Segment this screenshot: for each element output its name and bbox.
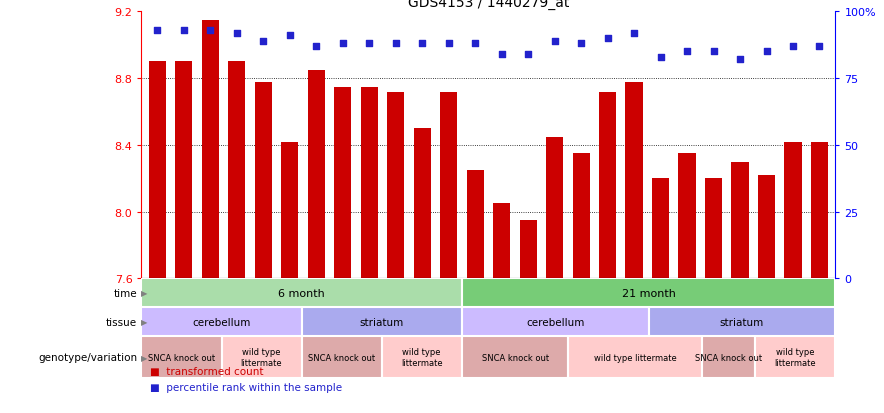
Point xyxy=(389,41,403,47)
Point xyxy=(733,57,747,64)
Point xyxy=(362,41,377,47)
Bar xyxy=(811,142,828,279)
Text: SNCA knock out: SNCA knock out xyxy=(148,353,215,362)
Bar xyxy=(649,308,835,337)
Bar xyxy=(382,337,461,378)
Point xyxy=(283,33,297,40)
Text: ▶: ▶ xyxy=(141,353,147,362)
Bar xyxy=(493,204,510,279)
Bar xyxy=(705,179,722,279)
Bar xyxy=(467,171,484,279)
Text: ■  transformed count: ■ transformed count xyxy=(150,366,263,376)
Bar xyxy=(784,142,802,279)
Text: striatum: striatum xyxy=(360,317,404,327)
Point xyxy=(574,41,588,47)
Point xyxy=(415,41,430,47)
Point xyxy=(627,31,641,37)
Bar xyxy=(461,308,649,337)
Bar xyxy=(626,82,643,279)
Point xyxy=(786,44,800,50)
Point xyxy=(521,52,535,58)
Point xyxy=(256,38,271,45)
Bar xyxy=(361,87,377,279)
Text: wild type
littermate: wild type littermate xyxy=(774,348,816,367)
Point xyxy=(706,49,720,56)
Text: SNCA knock out: SNCA knock out xyxy=(482,353,549,362)
Point xyxy=(494,52,508,58)
Text: time: time xyxy=(113,288,137,298)
Point xyxy=(680,49,694,56)
Bar xyxy=(568,337,702,378)
Bar xyxy=(520,221,537,279)
Bar xyxy=(546,137,563,279)
Bar xyxy=(414,129,431,279)
Text: cerebellum: cerebellum xyxy=(526,317,584,327)
Point xyxy=(150,28,164,34)
Text: ▶: ▶ xyxy=(141,289,147,298)
Text: 21 month: 21 month xyxy=(621,288,675,298)
Bar xyxy=(202,21,219,279)
Point xyxy=(336,41,350,47)
Bar xyxy=(652,179,669,279)
Point xyxy=(203,28,217,34)
Text: tissue: tissue xyxy=(106,317,137,327)
Text: ▶: ▶ xyxy=(141,318,147,327)
Bar xyxy=(222,337,301,378)
Bar xyxy=(141,308,301,337)
Point xyxy=(177,28,191,34)
Text: cerebellum: cerebellum xyxy=(193,317,251,327)
Point xyxy=(547,38,561,45)
Bar xyxy=(175,62,193,279)
Text: SNCA knock out: SNCA knock out xyxy=(695,353,762,362)
Bar xyxy=(731,162,749,279)
Title: GDS4153 / 1440279_at: GDS4153 / 1440279_at xyxy=(408,0,569,10)
Bar xyxy=(599,93,616,279)
Bar xyxy=(141,279,461,308)
Bar xyxy=(334,87,351,279)
Point xyxy=(812,44,827,50)
Text: striatum: striatum xyxy=(720,317,764,327)
Point xyxy=(309,44,324,50)
Text: wild type littermate: wild type littermate xyxy=(594,353,676,362)
Bar xyxy=(758,176,775,279)
Point xyxy=(600,36,614,43)
Bar xyxy=(678,154,696,279)
Bar xyxy=(308,71,324,279)
Text: ■  percentile rank within the sample: ■ percentile rank within the sample xyxy=(150,382,342,392)
Bar xyxy=(228,62,246,279)
Text: genotype/variation: genotype/variation xyxy=(38,352,137,362)
Bar xyxy=(461,279,835,308)
Bar xyxy=(149,62,166,279)
Bar xyxy=(461,337,568,378)
Point xyxy=(230,31,244,37)
Bar xyxy=(255,82,272,279)
Text: wild type
littermate: wild type littermate xyxy=(240,348,282,367)
Bar xyxy=(281,142,299,279)
Bar xyxy=(387,93,404,279)
Point xyxy=(469,41,483,47)
Text: 6 month: 6 month xyxy=(278,288,325,298)
Text: SNCA knock out: SNCA knock out xyxy=(308,353,375,362)
Point xyxy=(442,41,456,47)
Point xyxy=(759,49,774,56)
Bar xyxy=(301,308,461,337)
Bar xyxy=(573,154,590,279)
Bar xyxy=(301,337,382,378)
Bar xyxy=(755,337,835,378)
Bar xyxy=(440,93,457,279)
Bar xyxy=(702,337,755,378)
Text: wild type
littermate: wild type littermate xyxy=(400,348,443,367)
Point xyxy=(653,55,667,61)
Bar xyxy=(141,337,222,378)
